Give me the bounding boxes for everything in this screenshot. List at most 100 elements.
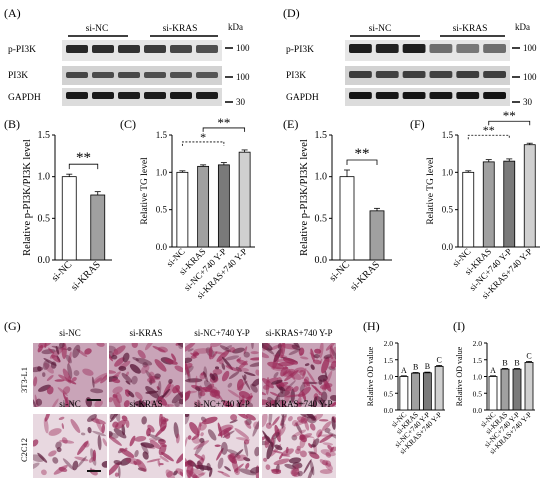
- panel-label-c: (C): [120, 117, 136, 131]
- chart-i-ytick-label: 1.5: [473, 356, 483, 365]
- blot-a-p-pi3k-band: [144, 45, 166, 53]
- stain-column-label: si-KRAS+740 Y-P: [265, 399, 333, 409]
- stain-micrograph: [255, 409, 343, 483]
- blot-a-pi3k-band: [66, 72, 88, 78]
- western-blot-a: si-NC si-KRAS kDa p-PI3K 100 PI3K 100 GA…: [8, 22, 250, 107]
- stain-column-label: si-NC+740 Y-P: [194, 328, 250, 338]
- blot-d-gapdh-band: [375, 92, 399, 99]
- blot-a-pi3k-band: [118, 72, 140, 78]
- chart-e: 0.0 0.5 1.0 1.5 Relative p-PI3K/PI3K level si…: [299, 130, 392, 293]
- chart-i-bar: [500, 368, 510, 411]
- scale-bar: [87, 399, 101, 401]
- chart-b-ytick-label: 1.0: [38, 172, 51, 183]
- panel-label-f: (F): [410, 117, 425, 131]
- stain-micrograph: [180, 336, 267, 412]
- stain-photo: si-NC+740 Y-P: [180, 328, 267, 412]
- blot-d-group-2: si-KRAS: [453, 24, 488, 34]
- chart-c-ytick-label: 1.5: [156, 130, 168, 140]
- stain-column-label: si-KRAS+740 Y-P: [265, 328, 333, 338]
- blot-d-pi3k-band: [375, 71, 399, 78]
- blot-d-p-pi3k-band: [375, 44, 399, 53]
- blot-d-row-p-pi3k: p-PI3K: [286, 45, 314, 55]
- chart-f-ytick-label: 1.5: [442, 130, 454, 140]
- chart-f-ytick-label: 1.0: [442, 167, 454, 177]
- panel-label-e: (E): [283, 117, 298, 131]
- blot-a-gapdh-band: [118, 92, 140, 99]
- blot-a-row-p-pi3k: p-PI3K: [8, 45, 36, 55]
- blot-a-row-gapdh: GAPDH: [8, 93, 41, 103]
- blot-d-p-pi3k-band: [402, 44, 426, 53]
- chart-i-ytick-label: 1.0: [473, 373, 483, 382]
- stain-photo: si-KRAS: [101, 328, 186, 410]
- chart-c-ytick-label: 1.0: [156, 167, 168, 177]
- stain-micrograph: [101, 337, 186, 410]
- blot-d-pi3k-band: [429, 71, 453, 78]
- chart-c-bar: [176, 171, 189, 248]
- blot-a-p-pi3k-band: [66, 45, 88, 53]
- chart-b-category-label: si-KRAS: [69, 259, 103, 293]
- stain-photo: si-NC: [29, 328, 110, 414]
- chart-i-bar: [488, 376, 498, 411]
- chart-i-ytick-label: 0.0: [473, 406, 483, 415]
- blot-d-kda: kDa: [515, 22, 530, 32]
- blot-a-pi3k-band: [144, 72, 166, 78]
- chart-h-bar: [399, 376, 409, 411]
- chart-b-bar: [61, 176, 77, 261]
- blot-d-row-pi3k: PI3K: [286, 71, 306, 81]
- blot-d-p-pi3k-band: [483, 44, 506, 53]
- blot-a-kda: kDa: [228, 22, 243, 32]
- blot-a-marker-2: 100: [236, 72, 250, 82]
- blot-a-pi3k-band: [170, 72, 192, 78]
- blot-a-pi3k-band: [196, 72, 218, 78]
- stain-micrograph: [178, 408, 262, 484]
- chart-c-bar: [238, 151, 251, 248]
- chart-c-significance-bracket: [202, 127, 246, 132]
- blot-d-pi3k-band: [349, 71, 372, 78]
- panel-label-a: (A): [4, 6, 21, 20]
- chart-f-significance-stars: **: [503, 108, 516, 123]
- stain-photo: si-NC+740 Y-P: [178, 399, 262, 484]
- blot-d-p-pi3k-band: [429, 44, 453, 53]
- chart-c-significance-stars: **: [217, 115, 230, 130]
- blot-a-gapdh-band: [196, 92, 218, 99]
- stain-photo: si-KRAS: [106, 399, 187, 483]
- blot-a-gapdh-band: [170, 92, 192, 99]
- chart-h-ytick-label: 0.5: [384, 389, 394, 398]
- chart-f-significance-stars: **: [483, 123, 495, 137]
- stain-photo: si-KRAS+740 Y-P: [255, 328, 340, 413]
- chart-e-ytick-label: 1.0: [315, 172, 328, 183]
- chart-f-ylabel: Relative TG level: [426, 157, 436, 225]
- panel-label-i: (I): [453, 319, 465, 333]
- blot-d-marker-2: 100: [523, 72, 537, 82]
- stain-micrograph: [106, 408, 187, 483]
- chart-f-ytick-label: 0.0: [442, 242, 454, 252]
- stain-column-label: si-NC: [59, 399, 81, 409]
- stain-row-label-3t3-l1: 3T3-L1: [19, 367, 29, 393]
- western-blot-d: si-NC si-KRAS kDa p-PI3K 100 PI3K 100 GA…: [286, 22, 537, 107]
- chart-i-significance-letter: B: [514, 358, 519, 367]
- chart-h-significance-letter: A: [401, 366, 407, 375]
- stain-micrograph: [28, 410, 111, 478]
- chart-i-ytick-label: 2.0: [473, 339, 483, 348]
- chart-b-ytick-label: 0.0: [38, 255, 51, 266]
- stain-column-label: si-NC: [59, 328, 81, 338]
- blot-a-marker-3: 30: [236, 97, 246, 107]
- chart-e-bar: [369, 210, 385, 261]
- chart-h-significance-letter: C: [436, 355, 441, 364]
- chart-c-ylabel: Relative TG level: [140, 157, 150, 225]
- blot-a-gapdh-band: [66, 92, 88, 99]
- chart-b: 0.0 0.5 1.0 1.5 Relative p-PI3K/PI3K level si…: [22, 130, 112, 293]
- blot-d-pi3k-band: [402, 71, 426, 78]
- chart-f-bar: [462, 171, 475, 248]
- chart-c-significance-bracket: [181, 141, 225, 146]
- chart-f-significance-bracket: [467, 134, 510, 140]
- chart-i-significance-letter: A: [490, 366, 496, 375]
- blot-a-group-1: si-NC: [86, 24, 109, 34]
- chart-b-significance-bracket: [68, 163, 99, 170]
- chart-h-bar: [434, 366, 444, 411]
- chart-f-bar: [523, 144, 536, 248]
